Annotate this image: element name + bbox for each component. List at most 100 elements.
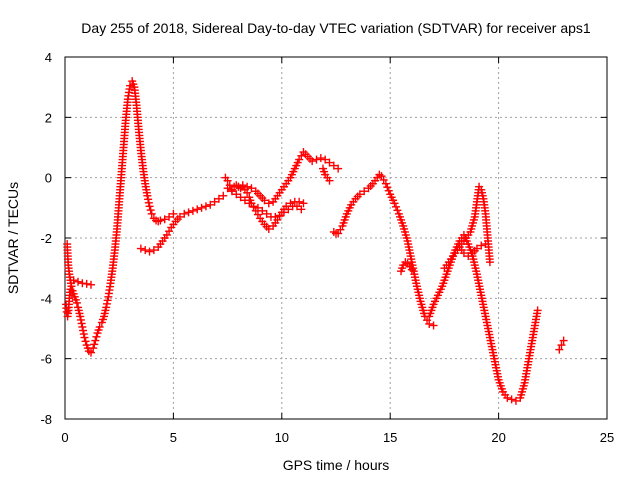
data-point [477, 241, 486, 250]
data-point [481, 240, 490, 249]
data-point [325, 158, 334, 167]
data-point [95, 322, 104, 331]
data-point [292, 202, 301, 211]
data-point [77, 319, 86, 328]
y-tick-label: -4 [40, 291, 52, 306]
data-point [555, 345, 564, 354]
data-point [325, 176, 334, 185]
data-point [80, 333, 89, 342]
data-point [507, 395, 516, 404]
data-point [141, 246, 150, 255]
data-point [236, 193, 245, 202]
data-point [234, 182, 243, 191]
data-point [89, 344, 98, 353]
data-point [79, 326, 88, 335]
data-point [390, 199, 399, 208]
data-point [383, 183, 392, 192]
data-point [249, 202, 258, 211]
data-point [264, 199, 273, 208]
data-point [295, 197, 304, 206]
data-point [557, 341, 566, 350]
data-point [329, 161, 338, 170]
data-point [210, 197, 219, 206]
data-point [485, 258, 494, 267]
axis-layer: 0 5 10 15 20 25 -8 -6 -4 -2 0 2 4 [40, 50, 614, 445]
data-point [145, 247, 154, 256]
y-tick-label: -2 [40, 231, 52, 246]
data-point [69, 276, 78, 285]
y-tick-label: 2 [45, 110, 52, 125]
data-point [279, 208, 288, 217]
data-point [102, 303, 111, 312]
data-point [103, 296, 112, 305]
y-axis-label: SDTVAR / TECUs [5, 182, 21, 294]
data-point [381, 179, 390, 188]
data-point [197, 203, 206, 212]
data-point [82, 279, 91, 288]
data-point [92, 332, 101, 341]
data-point [227, 187, 236, 196]
data-point [156, 216, 165, 225]
data-layer [62, 77, 568, 405]
data-point [247, 184, 256, 193]
x-tick-label: 15 [383, 430, 397, 445]
data-point [360, 187, 369, 196]
data-point [472, 244, 481, 253]
data-point [72, 298, 81, 307]
data-point [78, 322, 87, 331]
y-tick-label: 0 [45, 171, 52, 186]
data-point [232, 190, 241, 199]
data-point [91, 336, 100, 345]
data-point [355, 190, 364, 199]
data-point [145, 202, 154, 211]
data-point [243, 182, 252, 191]
data-point [393, 206, 402, 215]
data-point [149, 246, 158, 255]
data-point [384, 186, 393, 195]
x-tick-label: 20 [491, 430, 505, 445]
data-point [264, 224, 273, 233]
data-point [503, 393, 512, 402]
data-point [79, 330, 88, 339]
data-point [321, 155, 330, 164]
data-point [165, 212, 174, 221]
x-tick-label: 25 [600, 430, 614, 445]
data-point [143, 191, 152, 200]
data-point [425, 319, 434, 328]
y-tick-label: 4 [45, 50, 52, 65]
x-tick-label: 10 [275, 430, 289, 445]
data-point [188, 206, 197, 215]
data-point [136, 244, 145, 253]
data-point [76, 315, 85, 324]
data-point [334, 164, 343, 173]
data-point [214, 194, 223, 203]
data-point [66, 285, 75, 294]
data-point [316, 154, 325, 163]
data-point [297, 205, 306, 214]
data-point [175, 212, 184, 221]
data-point [253, 203, 262, 212]
data-point [206, 200, 215, 209]
data-point [87, 280, 96, 289]
data-point [184, 208, 193, 217]
chart-title: Day 255 of 2018, Sidereal Day-to-day VTE… [81, 20, 591, 36]
data-point [223, 184, 232, 193]
data-point [258, 206, 267, 215]
data-point [201, 202, 210, 211]
data-point [180, 209, 189, 218]
data-point [275, 211, 284, 220]
data-point [271, 212, 280, 221]
x-tick-label: 0 [61, 430, 68, 445]
data-point [262, 209, 271, 218]
data-point [308, 157, 317, 166]
data-point [74, 277, 83, 286]
data-point [459, 249, 468, 258]
data-point [312, 155, 321, 164]
data-point [160, 215, 169, 224]
data-point [144, 195, 153, 204]
data-point [102, 299, 111, 308]
data-point [87, 348, 96, 357]
data-point [90, 340, 99, 349]
